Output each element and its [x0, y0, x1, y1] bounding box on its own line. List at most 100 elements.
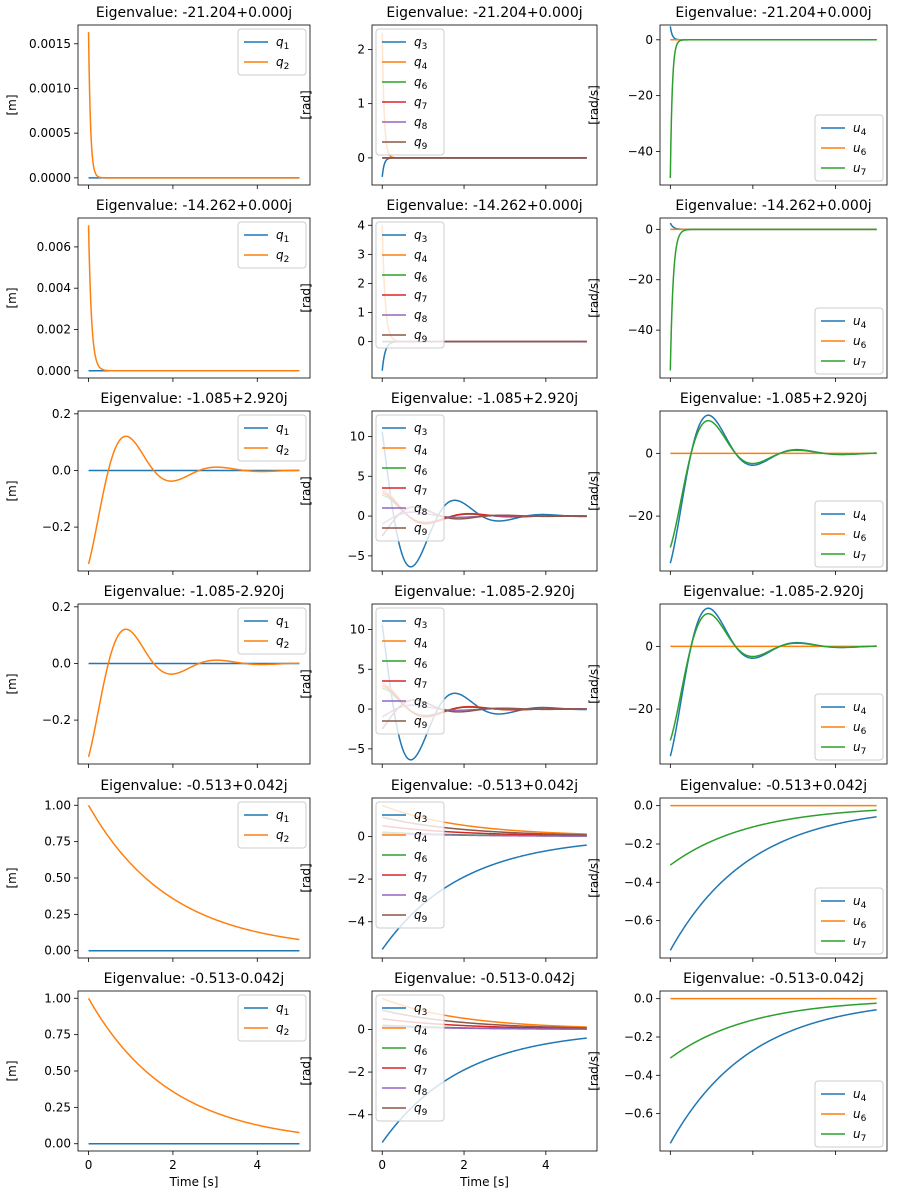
y-tick-label: 0 [357, 1022, 365, 1036]
plot-frame [371, 990, 598, 1152]
legend-entry: q2 [276, 634, 289, 651]
legend-entry: u7 [853, 354, 866, 371]
legend-entry: q9 [414, 714, 428, 731]
legend: u4 u6 u7 [814, 1080, 884, 1148]
legend-box [814, 307, 884, 375]
plot-frame [659, 603, 888, 765]
y-tick-label: −4 [347, 915, 365, 929]
y-tick-label: 0.0010 [29, 81, 71, 95]
y-axis-label: [m] [5, 867, 19, 888]
legend-entry: q1 [276, 1001, 289, 1018]
series-group [669, 804, 877, 951]
series-line-q2 [87, 32, 300, 179]
y-tick-label: −0.4 [624, 875, 653, 889]
y-tick-label: 0 [357, 702, 365, 716]
y-tick-label: 0.002 [37, 322, 71, 336]
legend-entry: q1 [276, 35, 289, 52]
subplot-2-2: Eigenvalue: -14.262+0.000j [rad] 0 1 2 3 4 q3 q4… [299, 198, 598, 382]
legend-box [237, 221, 307, 269]
subplot-1-2: Eigenvalue: -21.204+0.000j [rad] 0 1 2 q3 q4 q6… [299, 5, 598, 189]
legend-entry: q3 [414, 228, 427, 245]
series-group [669, 414, 877, 564]
legend-box [237, 801, 307, 849]
y-tick-label: 10 [350, 622, 365, 636]
y-axis-label: [rad/s] [587, 1051, 601, 1091]
legend-entry: q7 [414, 674, 427, 691]
subplot-4-2: Eigenvalue: -1.085-2.920j [rad] −5 0 5 10 q3 q4… [299, 584, 598, 768]
legend-entry: u6 [853, 141, 867, 158]
series-line-q2 [87, 804, 300, 941]
legend-entry: u4 [853, 700, 867, 717]
plot-frame [371, 217, 598, 379]
y-axis-label: [rad] [299, 90, 313, 119]
legend: u4 u6 u7 [814, 693, 884, 761]
series-group [669, 26, 877, 179]
y-tick-label: 0 [357, 509, 365, 523]
legend-entry: u6 [853, 334, 867, 351]
x-tick-label: 4 [253, 1158, 261, 1172]
legend-entry: q3 [414, 35, 427, 52]
y-tick-label: 0 [645, 639, 653, 653]
legend-entry: q4 [414, 634, 428, 651]
legend-entry: u4 [853, 121, 867, 138]
y-axis-label: [rad] [299, 476, 313, 505]
subplot-1-3: Eigenvalue: -21.204+0.000j [rad/s] −40 −20 0… [587, 5, 888, 189]
y-tick-label: 0.00 [44, 944, 71, 958]
y-tick-label: 0.50 [44, 1064, 71, 1078]
legend-entry: q7 [414, 288, 427, 305]
legend-entry: q6 [414, 1041, 428, 1058]
y-tick-label: −0.2 [42, 713, 71, 727]
legend-entry: q1 [276, 614, 289, 631]
plot-frame [77, 410, 311, 572]
legend-entry: q2 [276, 1021, 289, 1038]
legend: q3 q4 q6 q7 q8 q9 [375, 801, 445, 929]
subplot-title: Eigenvalue: -0.513+0.042j [680, 778, 867, 794]
y-tick-label: 0 [357, 151, 365, 165]
y-tick-label: −0.2 [624, 837, 653, 851]
y-tick-label: 0.0 [634, 799, 653, 813]
x-tick-label: 0 [378, 1158, 386, 1172]
y-axis-label: [rad] [299, 669, 313, 698]
legend-entry: u7 [853, 740, 866, 757]
legend-box [237, 414, 307, 462]
y-tick-label: 0.0005 [29, 126, 71, 140]
y-tick-label: 0 [357, 829, 365, 843]
y-tick-label: −5 [347, 549, 365, 563]
y-tick-label: 0.0 [52, 656, 71, 670]
y-axis-label: [rad] [299, 863, 313, 892]
y-axis-label: [m] [5, 480, 19, 501]
y-axis-label: [rad/s] [587, 471, 601, 511]
subplot-title: Eigenvalue: -0.513-0.042j [394, 971, 575, 987]
subplot-title: Eigenvalue: -21.204+0.000j [96, 5, 292, 21]
series-line-u7 [669, 228, 877, 371]
legend: q3 q4 q6 q7 q8 q9 [375, 607, 445, 735]
subplot-title: Eigenvalue: -1.085-2.920j [683, 584, 864, 600]
subplot-title: Eigenvalue: -14.262+0.000j [386, 198, 582, 214]
legend-entry: u4 [853, 314, 867, 331]
legend-entry: q4 [414, 441, 428, 458]
y-tick-label: −5 [347, 742, 365, 756]
series-line-u4 [669, 26, 877, 41]
legend-entry: q6 [414, 848, 428, 865]
plot-frame [77, 217, 311, 379]
legend-entry: u6 [853, 720, 867, 737]
legend-entry: u6 [853, 527, 867, 544]
legend-entry: q3 [414, 808, 427, 825]
subplot-6-1: Eigenvalue: -0.513-0.042j [m] 0.00 0.25 0.50… [5, 971, 311, 1189]
subplot-title: Eigenvalue: -0.513-0.042j [104, 971, 285, 987]
legend-box [237, 28, 307, 76]
series-line-q2 [87, 435, 300, 565]
y-tick-label: 0.0 [634, 992, 653, 1006]
y-tick-label: 0.25 [44, 1100, 71, 1114]
y-tick-label: 4 [357, 218, 365, 232]
y-tick-label: −20 [628, 89, 653, 103]
subplot-3-3: Eigenvalue: -1.085+2.920j [rad/s] −20 0 u4 u6… [587, 391, 888, 575]
legend-entry: q4 [414, 248, 428, 265]
subplot-6-3: Eigenvalue: -0.513-0.042j [rad/s] −0.6 −0.4… [587, 971, 888, 1155]
legend-entry: q6 [414, 654, 428, 671]
y-tick-label: 0 [645, 33, 653, 47]
legend-box [375, 28, 445, 156]
subplot-2-1: Eigenvalue: -14.262+0.000j [m] 0.000 0.002 0… [5, 198, 311, 382]
